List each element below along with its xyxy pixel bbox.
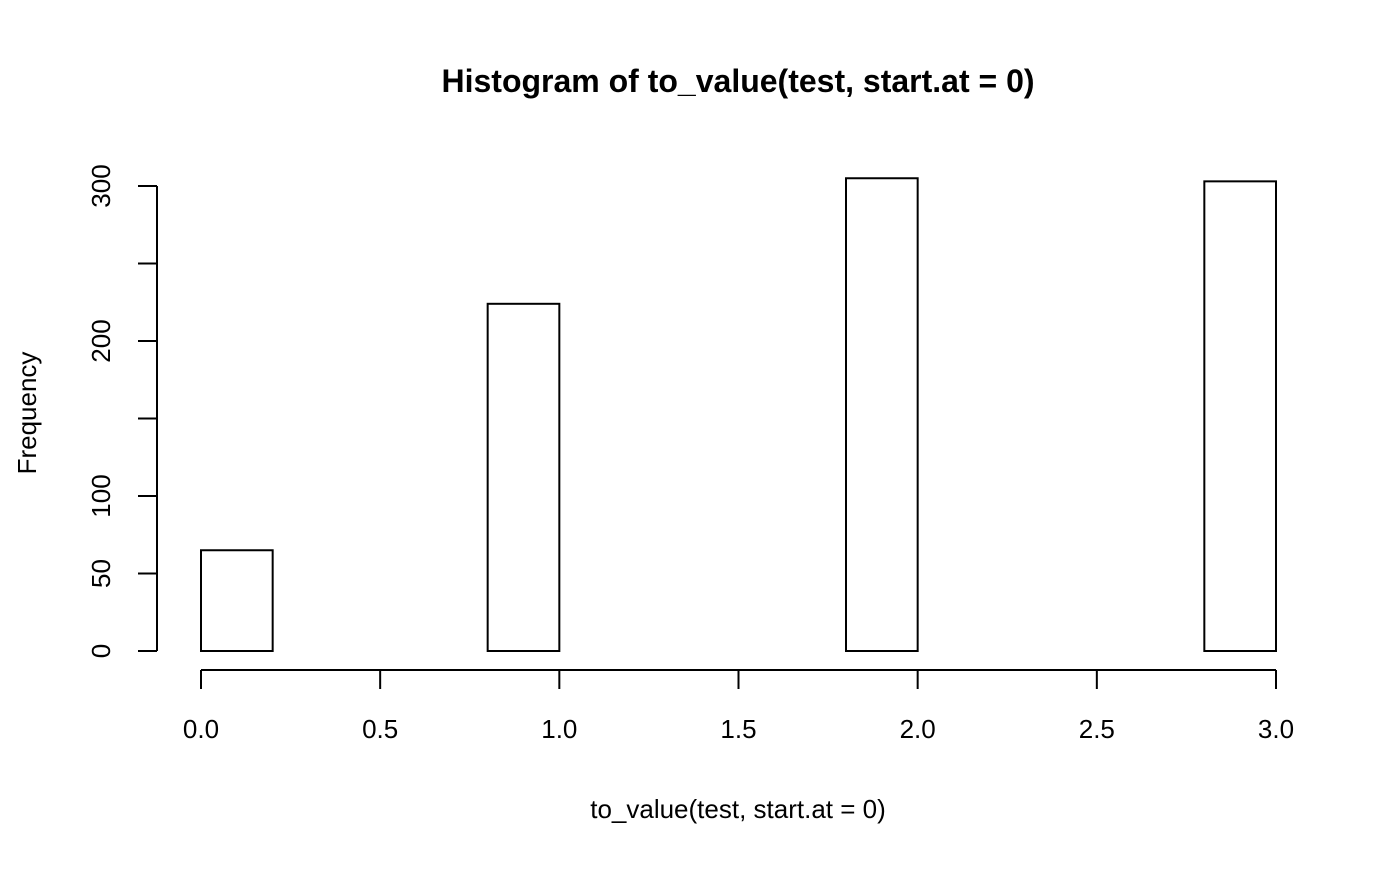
x-tick-label: 3.0: [1258, 714, 1294, 744]
chart-title: Histogram of to_value(test, start.at = 0…: [441, 63, 1034, 99]
x-tick-label: 0.5: [362, 714, 398, 744]
y-tick-label: 300: [86, 164, 116, 207]
x-tick-label: 2.5: [1079, 714, 1115, 744]
y-tick-label: 100: [86, 474, 116, 517]
histogram-bar: [200, 549, 274, 652]
y-tick-label: 200: [86, 319, 116, 362]
x-tick-label: 0.0: [183, 714, 219, 744]
x-tick-label: 2.0: [900, 714, 936, 744]
y-axis-label: Frequency: [12, 352, 42, 475]
histogram-bar: [1203, 180, 1278, 652]
y-tick-label: 50: [86, 559, 116, 588]
x-axis-label: to_value(test, start.at = 0): [590, 794, 886, 824]
y-axis: 0 50 100 200 300: [86, 164, 158, 658]
y-tick-label: 0: [86, 644, 116, 658]
x-tick-label: 1.0: [541, 714, 577, 744]
histogram-bar: [486, 302, 561, 652]
x-axis: 0.0 0.5 1.0 1.5 2.0 2.5 3.0: [183, 669, 1294, 744]
x-tick-label: 1.5: [720, 714, 756, 744]
bars-group: [200, 177, 1278, 652]
histogram-bar: [845, 177, 919, 652]
